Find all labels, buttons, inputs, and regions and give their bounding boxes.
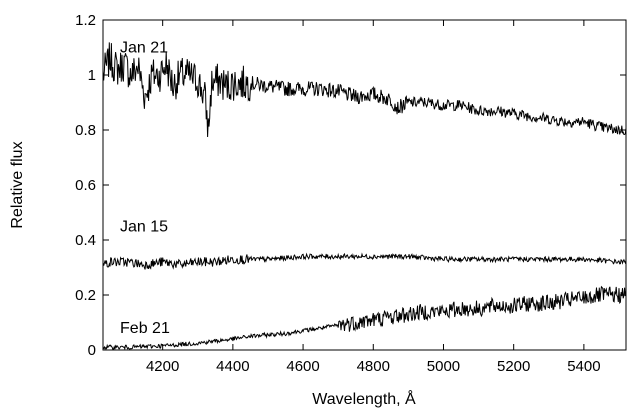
series-label: Jan 21 — [120, 40, 168, 57]
spectra — [102, 42, 627, 351]
y-tick-label: 0.8 — [75, 122, 96, 139]
series-label: Feb 21 — [120, 320, 170, 337]
y-tick-label: 0.6 — [75, 177, 96, 194]
y-axis-ticks: 0 0.2 0.4 0.6 0.8 1 1.2 — [75, 12, 626, 359]
series-line-0 — [102, 42, 627, 138]
x-tick-label: 4600 — [286, 358, 319, 375]
x-tick-label: 4800 — [357, 358, 390, 375]
x-tick-label: 5200 — [497, 358, 530, 375]
x-tick-label: 4200 — [146, 358, 179, 375]
x-tick-label: 4400 — [216, 358, 249, 375]
series-label: Jan 15 — [120, 218, 168, 235]
y-tick-label: 0 — [88, 342, 96, 359]
y-tick-label: 1 — [88, 67, 96, 84]
y-tick-label: 1.2 — [75, 12, 96, 29]
x-tick-label: 5000 — [427, 358, 460, 375]
series-line-1 — [102, 252, 627, 270]
y-tick-label: 0.2 — [75, 287, 96, 304]
x-axis-ticks: 4200 4400 4600 4800 5000 5200 5400 — [146, 20, 601, 375]
x-tick-label: 5400 — [567, 358, 600, 375]
y-axis-label: Relative flux — [9, 141, 26, 228]
x-axis-label: Wavelength, Å — [312, 389, 416, 408]
spectrum-labels: Jan 21 Jan 15 Feb 21 — [120, 40, 170, 338]
series-line-2 — [102, 285, 627, 351]
y-tick-label: 0.4 — [75, 232, 96, 249]
